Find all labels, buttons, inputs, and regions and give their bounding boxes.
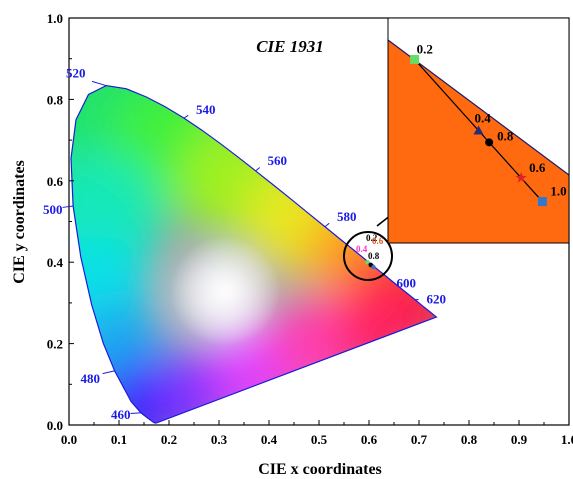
axis-ticks: 0.00.10.20.30.40.50.60.70.80.91.00.00.20…	[47, 11, 573, 447]
x-tick-label: 0.2	[161, 432, 177, 447]
main-point-label: 0.4	[356, 244, 368, 254]
wavelength-label-560: 560	[268, 153, 288, 168]
wavelength-tick	[62, 205, 74, 208]
inset-label-0-2: 0.2	[417, 41, 433, 56]
inset-label-0-8: 0.8	[497, 128, 514, 143]
x-axis-title: CIE x coordinates	[258, 461, 382, 478]
wavelength-labels: 460 480 500 520 540 560 580 600 620	[43, 66, 446, 422]
inset-marker-0-8	[485, 138, 494, 147]
inset-plot: 0.2 0.4 0.8 0.6 1.0	[387, 17, 570, 244]
wavelength-label-600: 600	[397, 276, 417, 291]
y-tick-label: 0.6	[47, 174, 64, 189]
y-tick-label: 0.0	[47, 418, 63, 433]
x-tick-label: 0.3	[211, 432, 228, 447]
x-tick-label: 0.0	[61, 432, 77, 447]
inset-label-1-0: 1.0	[550, 184, 566, 199]
main-data-points: 0.20.6 0.40.8	[356, 233, 384, 270]
wavelength-label-540: 540	[196, 102, 216, 117]
y-axis-title: CIE y coordinates	[11, 160, 28, 284]
wavelength-label-580: 580	[337, 209, 357, 224]
wavelength-label-480: 480	[81, 371, 101, 386]
x-tick-label: 0.7	[411, 432, 428, 447]
zoom-circle	[343, 231, 393, 281]
x-tick-label: 0.4	[261, 432, 278, 447]
chart-title: CIE 1931	[256, 37, 324, 56]
y-tick-label: 1.0	[47, 11, 63, 26]
y-tick-label: 0.4	[47, 255, 64, 270]
spectral-locus	[70, 84, 438, 424]
main-point-label: 0.2	[366, 233, 378, 243]
x-tick-label: 0.6	[361, 432, 378, 447]
main-point-0-2	[365, 260, 370, 265]
x-tick-label: 0.8	[461, 432, 478, 447]
wavelength-label-460: 460	[111, 407, 131, 422]
wavelength-tick	[183, 114, 189, 119]
y-tick-label: 0.8	[47, 92, 64, 107]
wavelength-tick	[255, 167, 261, 172]
y-tick-label: 0.2	[47, 337, 63, 352]
wavelength-label-620: 620	[427, 292, 447, 307]
inset-marker-1-0	[537, 197, 547, 207]
x-tick-label: 0.5	[311, 432, 328, 447]
wavelength-tick	[130, 412, 142, 414]
wavelength-tick	[91, 80, 107, 87]
x-tick-label: 0.1	[111, 432, 127, 447]
inset-label-0-6: 0.6	[529, 160, 546, 175]
main-point-1-0	[371, 264, 376, 270]
wavelength-label-500: 500	[43, 202, 63, 217]
wavelength-label-520: 520	[66, 66, 86, 81]
main-point-label: 0.6	[372, 236, 384, 246]
x-tick-label: 1.0	[561, 432, 573, 447]
inset-label-0-4: 0.4	[475, 111, 492, 126]
inset-marker-0-2	[410, 54, 420, 64]
inset-marker-0-6	[515, 171, 527, 183]
inset-marker-0-4	[473, 125, 484, 135]
inset-gamut-fill	[388, 40, 569, 243]
main-point-label: 0.8	[368, 251, 380, 261]
inset-frame	[387, 17, 570, 244]
wavelength-tick	[102, 370, 115, 375]
wavelength-tick	[324, 222, 330, 228]
x-tick-label: 0.9	[511, 432, 528, 447]
